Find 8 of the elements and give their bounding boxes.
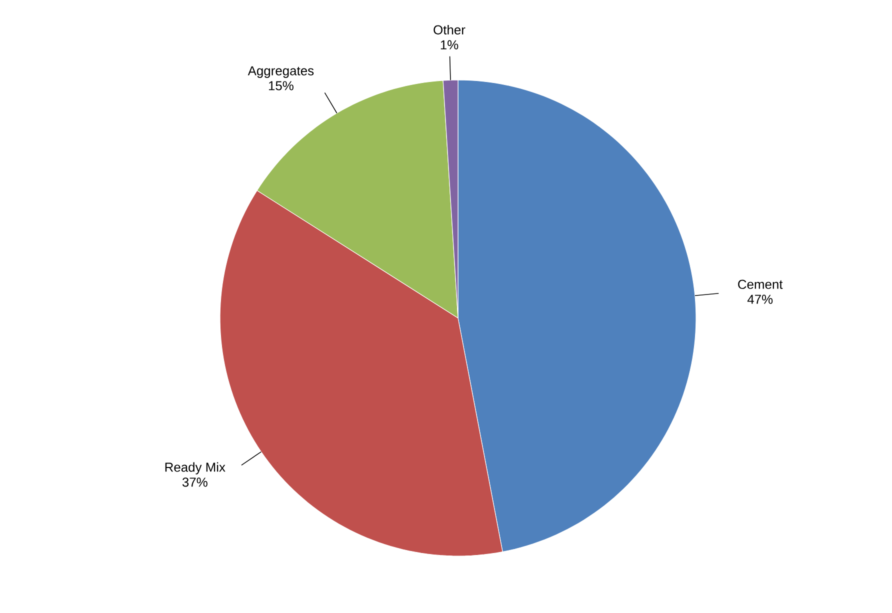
slice-label: Ready Mix (165, 462, 226, 474)
data-label: 37% (182, 478, 208, 487)
data-label: 47% (747, 294, 773, 304)
slice-label: Cement (738, 280, 783, 289)
slice-label: Aggregates (248, 66, 314, 78)
slice-label: Other (434, 24, 466, 34)
data-label: 15% (268, 81, 294, 90)
data-label: 1% (440, 40, 458, 50)
